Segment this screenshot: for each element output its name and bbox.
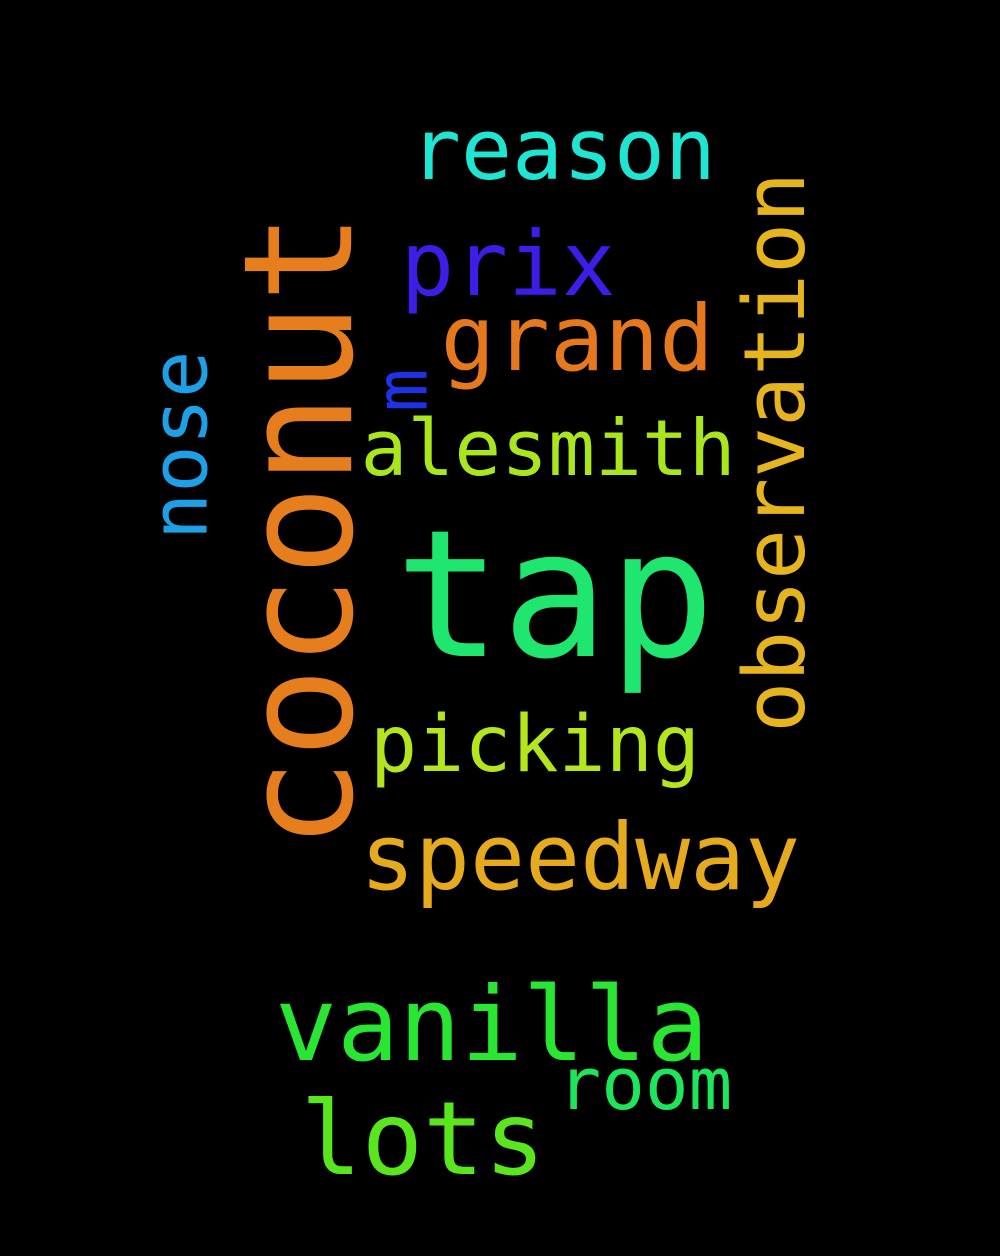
word-vanilla: vanilla [275,964,709,1085]
word-coconut: coconut [211,211,388,849]
word-reason: reason [410,99,716,199]
word-room: room [557,1042,733,1127]
word-prix: prix [400,212,616,317]
word-picking: picking [370,699,700,790]
word-observation: observation [724,171,824,733]
word-grand: grand [440,286,714,392]
word-lots: lots [300,1080,546,1198]
word-speedway: speedway [360,803,801,911]
word-alesmith: alesmith [360,404,736,494]
word-nose: nose [133,350,226,540]
word-tap: tap [395,491,716,698]
